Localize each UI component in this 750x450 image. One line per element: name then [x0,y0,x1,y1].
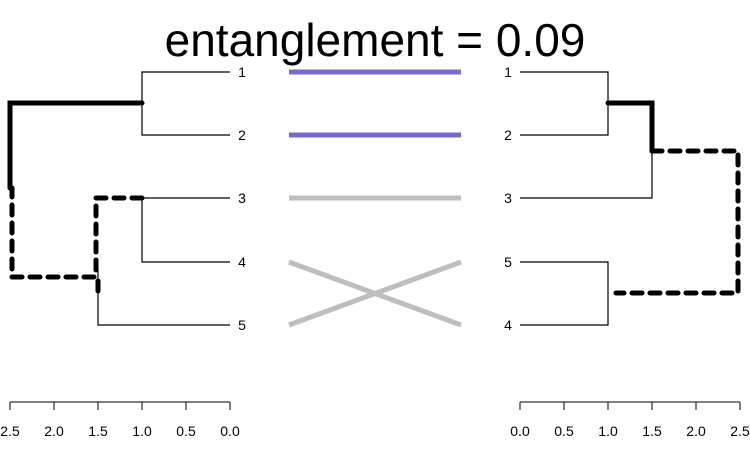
right-dashed-branch-root [613,148,741,296]
right-leaf-label: 4 [504,317,512,333]
right-tick-label: 0.0 [510,423,530,439]
left-tick-label: 0.0 [220,423,240,439]
left-cluster-1-2 [141,71,230,136]
left-leaf-label: 3 [238,190,246,206]
connector-line-5 [288,259,462,328]
right-leaf-label: 1 [504,64,512,80]
chart-title: entanglement = 0.09 [165,14,586,66]
left-tick-label: 2.0 [44,423,64,439]
right-cluster-5-4 [520,261,609,326]
right-cluster-1-2-3-stem [520,151,653,199]
left-tick-label: 1.0 [132,423,152,439]
left-tick-label: 0.5 [176,423,196,439]
left-leaf-label: 1 [238,64,246,80]
left-solid-branch-root [7,100,145,191]
left-tick-label: 2.5 [0,423,20,439]
left-leaf-label: 4 [238,254,246,270]
right-dendrogram: 1 2 3 5 4 [504,64,741,333]
left-leaf-label: 5 [238,317,246,333]
left-tick-label: 1.5 [88,423,108,439]
right-tick-label: 2.0 [686,423,706,439]
connector-lines [288,69,462,328]
right-solid-branch [605,100,655,154]
left-dashed-branch-upper [93,195,145,280]
right-leaf-label: 5 [504,254,512,270]
right-tick-label: 0.5 [554,423,574,439]
right-leaf-label: 3 [504,190,512,206]
left-dashed-branch-root [9,185,101,294]
left-axis: 0.0 0.5 1.0 1.5 2.0 2.5 [0,401,240,439]
right-tick-label: 1.0 [598,423,618,439]
left-cluster-3-4-5-stem [97,270,230,326]
right-axis: 0.0 0.5 1.0 1.5 2.0 2.5 [510,401,750,439]
left-dendrogram: 1 2 3 4 5 [7,64,246,333]
left-leaf-label: 2 [238,127,246,143]
left-cluster-3-4 [141,197,230,263]
right-tick-label: 1.5 [642,423,662,439]
right-cluster-1-2 [520,71,609,136]
right-tick-label: 2.5 [730,423,750,439]
right-leaf-label: 2 [504,127,512,143]
